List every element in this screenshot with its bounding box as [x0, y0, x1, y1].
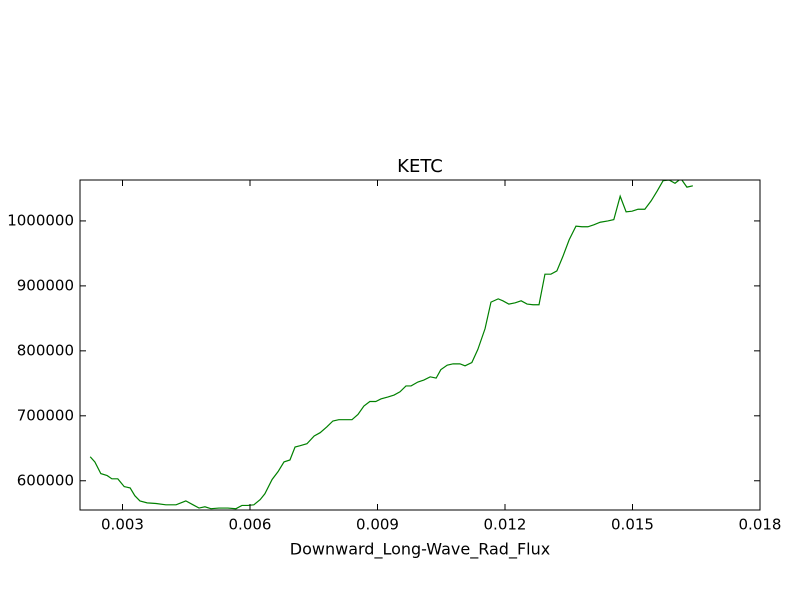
x-tick-label: 0.006	[229, 516, 272, 534]
plot-area	[89, 180, 693, 510]
y-tick-label: 700000	[17, 406, 74, 424]
x-tick-label: 0.003	[101, 516, 144, 534]
plot-frame	[79, 179, 761, 511]
y-tick-label: 900000	[17, 276, 74, 294]
y-tick-label: 600000	[17, 471, 74, 489]
y-tick-label: 800000	[17, 341, 74, 359]
x-tick-label: 0.015	[611, 516, 654, 534]
chart-title: KETC	[397, 156, 443, 177]
x-tick-label: 0.009	[356, 516, 399, 534]
x-tick-label: 0.012	[484, 516, 527, 534]
line	[89, 180, 693, 510]
y-tick-label: 1000000	[7, 211, 74, 229]
x-axis-label: Downward_Long-Wave_Rad_Flux	[290, 540, 550, 560]
x-tick-label: 0.018	[739, 516, 782, 534]
